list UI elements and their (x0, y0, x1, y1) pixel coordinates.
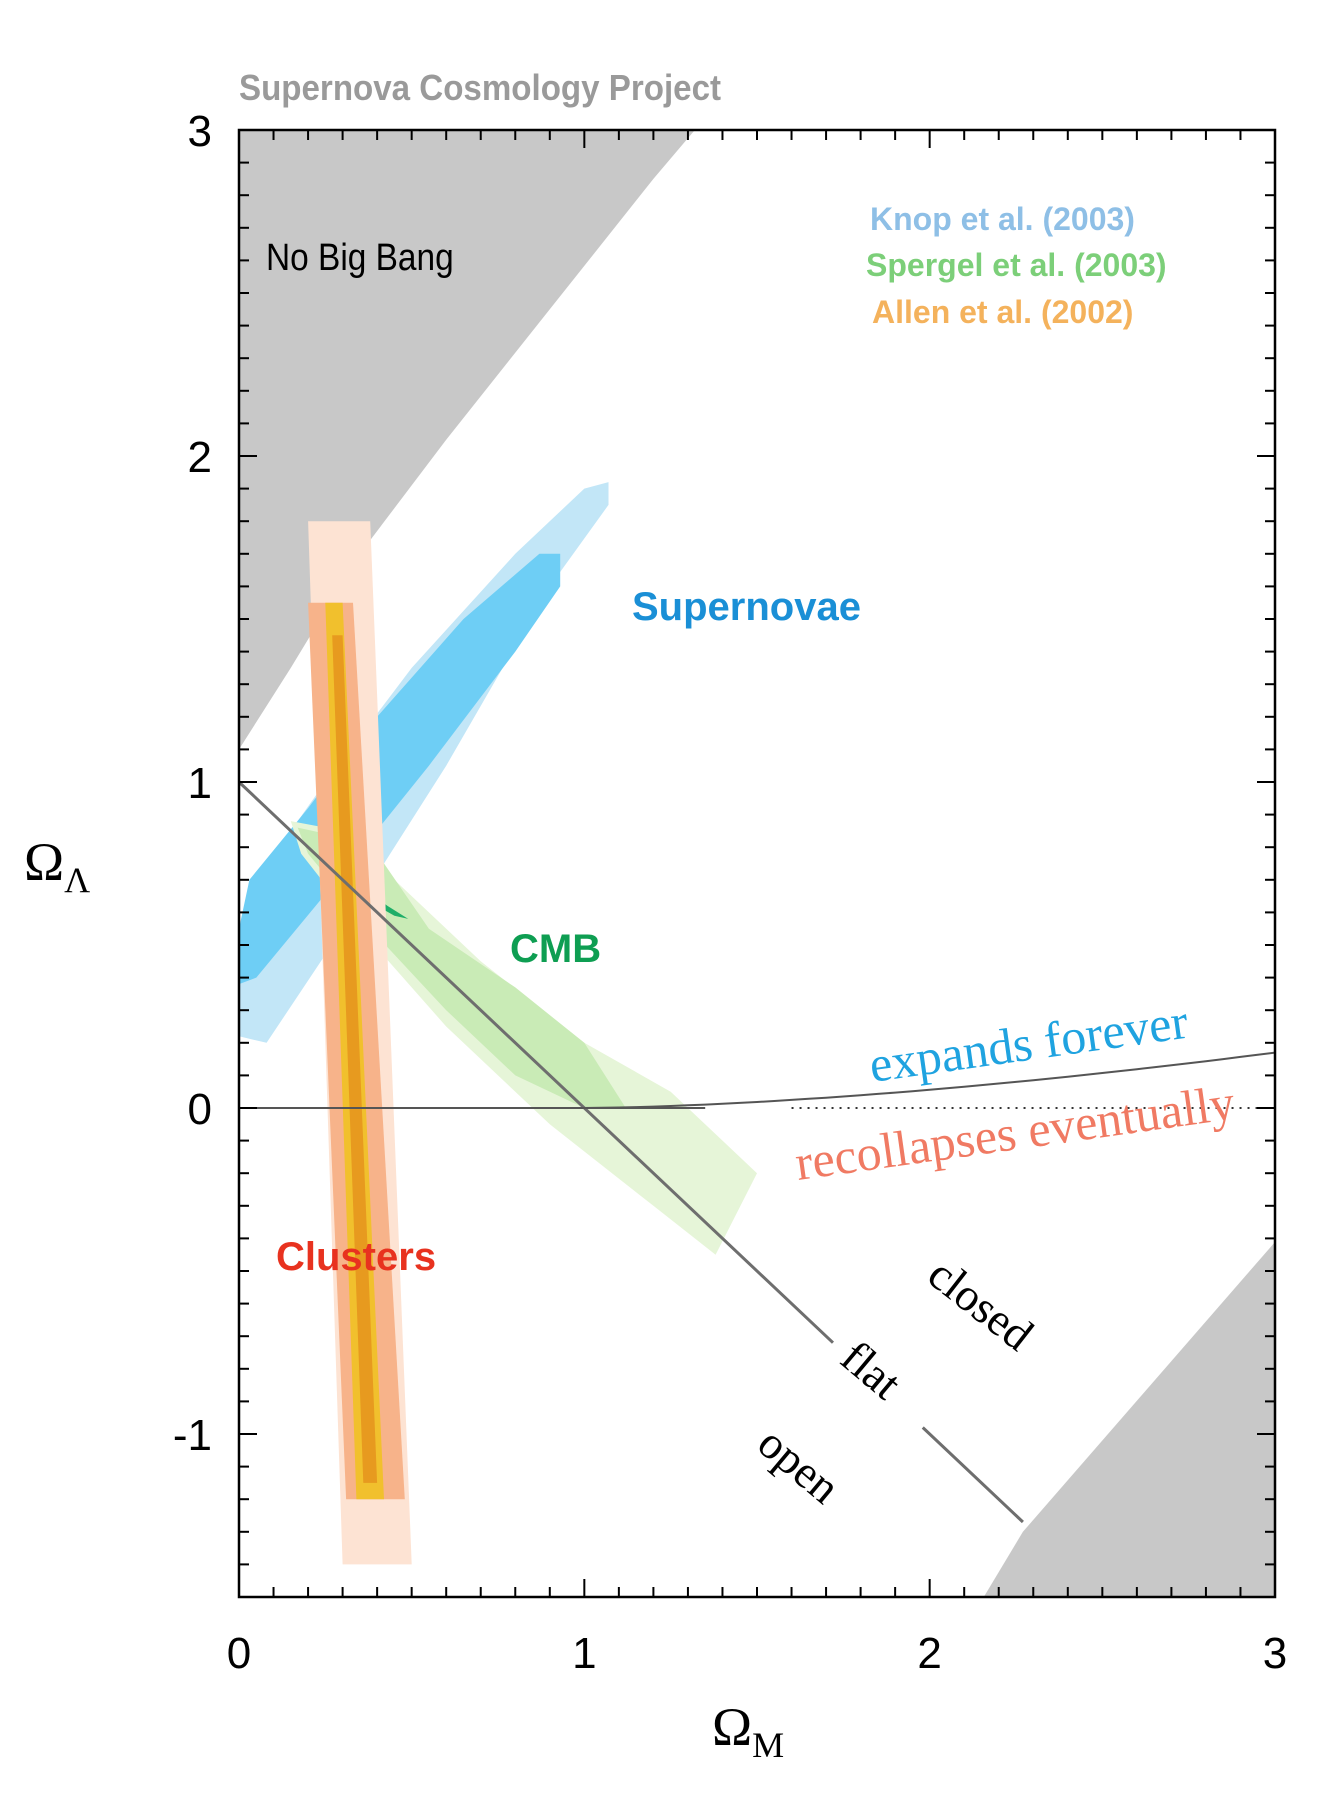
legend: Knop et al. (2003) Spergel et al. (2003)… (866, 201, 1167, 330)
recollapses-eventually-label: recollapses eventually (792, 1074, 1238, 1191)
recollapse-exclusion-region (983, 1241, 1275, 1597)
y-tick-label: 1 (188, 759, 212, 808)
chart-title: Supernova Cosmology Project (239, 69, 721, 109)
clusters-contour-core (332, 635, 378, 1483)
clusters-label: Clusters (276, 1235, 436, 1279)
expands-forever-label: expands forever (866, 993, 1192, 1093)
no-big-bang-label: No Big Bang (266, 236, 454, 278)
y-tick-label: 2 (188, 433, 212, 482)
x-axis-label: ΩM (712, 1697, 784, 1765)
x-tick-label: 3 (1263, 1629, 1287, 1678)
flat-universe-line (239, 780, 1024, 1524)
y-tick-label: 0 (188, 1085, 212, 1134)
x-tick-label: 0 (227, 1629, 251, 1678)
no-big-bang-region (239, 130, 695, 750)
y-axis-label: ΩΛ (24, 832, 90, 900)
x-axis-symbol: Ω (712, 1697, 752, 1757)
x-tick-label: 1 (572, 1629, 596, 1678)
supernovae-label: Supernovae (632, 585, 861, 629)
y-tick-label: 3 (188, 107, 212, 156)
open-label: open (749, 1417, 850, 1514)
y-axis-subscript: Λ (64, 860, 90, 900)
plot-area (239, 130, 1275, 1597)
legend-entry-allen: Allen et al. (2002) (872, 294, 1133, 330)
legend-entry-spergel: Spergel et al. (2003) (866, 247, 1167, 283)
axis-ticks (238, 129, 1276, 1598)
x-tick-label: 2 (917, 1629, 941, 1678)
x-axis-subscript: M (752, 1725, 784, 1765)
flat-label: flat (832, 1331, 912, 1410)
legend-entry-knop: Knop et al. (2003) (870, 201, 1135, 237)
y-tick-label: -1 (173, 1411, 212, 1460)
tick-labels: 0 1 2 3 3 2 1 0 -1 (173, 107, 1287, 1678)
closed-label: closed (919, 1248, 1043, 1361)
y-axis-symbol: Ω (24, 832, 64, 892)
confidence-regions (239, 482, 757, 1565)
cmb-label: CMB (510, 927, 601, 971)
expansion-boundary-line (239, 1051, 1275, 1109)
